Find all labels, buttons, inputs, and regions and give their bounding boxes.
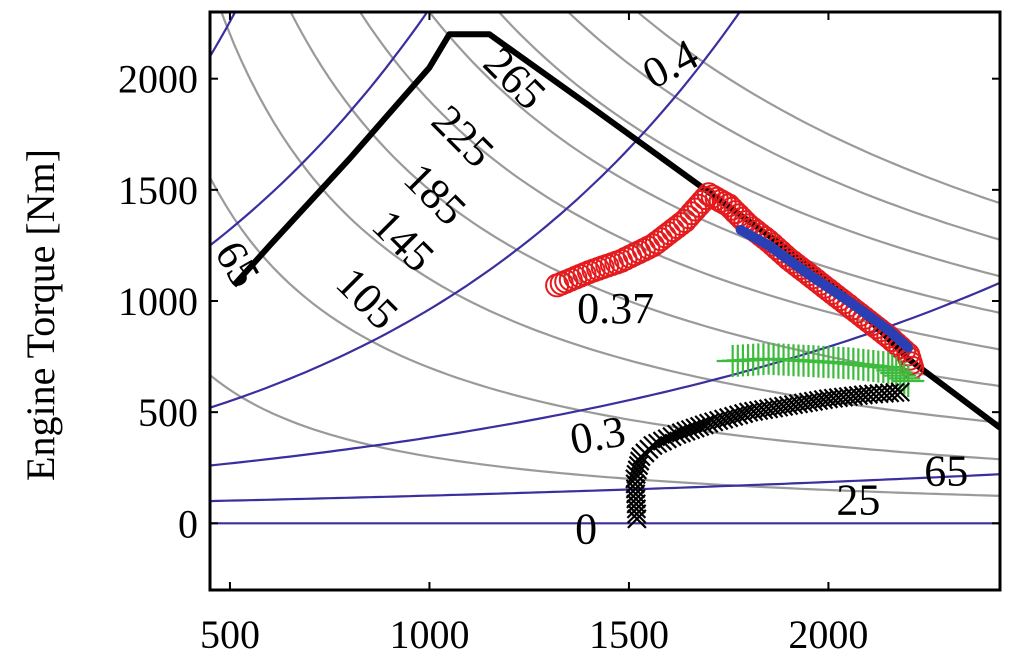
x-tick-label: 1000 (389, 612, 469, 657)
contour-label: 0.37 (577, 284, 654, 333)
series-point (800, 265, 825, 290)
series-point (880, 357, 913, 390)
series-point (780, 249, 805, 274)
series-point (788, 256, 813, 281)
series-point (648, 227, 673, 252)
series-point (776, 246, 801, 271)
contour-label: 0 (575, 504, 597, 553)
series-point (804, 268, 829, 293)
series-point (890, 382, 911, 402)
efficiency-contour-line (210, 12, 429, 247)
series-point (792, 259, 817, 284)
y-tick-label: 2000 (118, 57, 198, 102)
series-layer (545, 182, 925, 529)
y-tick-label: 0 (178, 501, 198, 546)
contour-label: 0.3 (566, 406, 629, 464)
series-point (784, 253, 809, 277)
axis-layer: 500 1000 1500 2000 0 500 1000 1500 2000 (118, 12, 1000, 657)
series-point (640, 233, 665, 258)
y-tick-label: 1500 (118, 168, 198, 213)
operating-point-series (735, 224, 914, 353)
series-point (885, 382, 905, 403)
efficiency-contour-line (210, 12, 741, 409)
efficiency-contour-line (210, 473, 1000, 503)
x-tick-label: 2000 (788, 612, 868, 657)
series-point (660, 218, 685, 243)
series-point (892, 365, 925, 398)
series-point (647, 433, 668, 454)
power-contour-line (428, 12, 1000, 314)
operating-point-series (716, 342, 925, 398)
series-point (656, 221, 681, 246)
power-contour-line (635, 12, 1000, 205)
series-line (735, 224, 914, 353)
power-contour-line (566, 12, 1000, 241)
y-tick-label: 500 (138, 390, 198, 435)
contour-label: 25 (836, 475, 880, 524)
operating-point-series (625, 382, 911, 529)
y-axis-label: Engine Torque [Nm] (18, 149, 63, 481)
power-contour-line (210, 176, 1000, 461)
series-point (652, 431, 673, 451)
series-point (643, 435, 663, 456)
series-point (652, 224, 677, 249)
contour-label: 65 (924, 447, 968, 496)
series-point (772, 243, 797, 268)
x-tick-label: 1500 (589, 612, 669, 657)
power-contour-line (497, 12, 1000, 278)
series-point (796, 262, 821, 287)
series-point (644, 230, 669, 255)
series-point (657, 429, 678, 449)
x-tick-label: 500 (200, 612, 260, 657)
y-tick-label: 1000 (118, 279, 198, 324)
power-contour-line (220, 12, 1000, 424)
power-contour-line (210, 374, 1000, 497)
